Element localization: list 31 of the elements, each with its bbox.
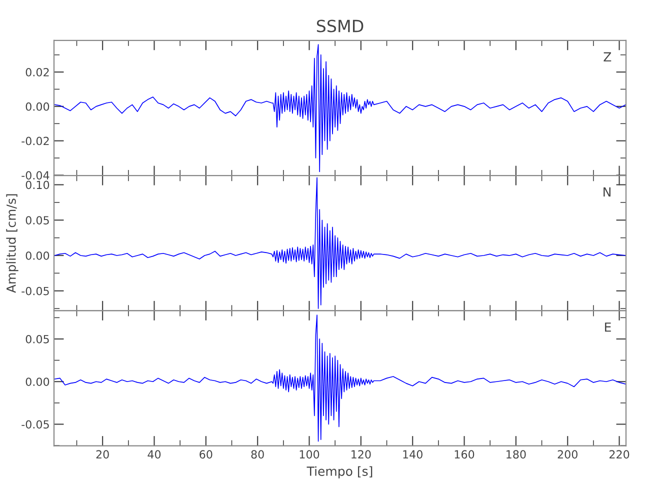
x-tick-label: 160 bbox=[454, 450, 474, 459]
annotation: Z bbox=[604, 52, 612, 62]
annotation: N bbox=[604, 187, 610, 197]
annotation: E bbox=[605, 322, 611, 332]
y-tick-label: 0.05 bbox=[26, 334, 49, 344]
chart-title: SSMD bbox=[316, 20, 364, 32]
x-tick-label: 60 bbox=[200, 450, 212, 459]
y-tick-label: -0.04 bbox=[22, 171, 50, 180]
line-series bbox=[54, 177, 626, 309]
x-axis-title: Tiempo [s] bbox=[306, 466, 372, 478]
y-tick-label: 0.05 bbox=[26, 216, 49, 224]
x-tick-label: 20 bbox=[96, 450, 109, 459]
x-tick-label: 220 bbox=[609, 450, 630, 459]
x-tick-label: 180 bbox=[506, 450, 526, 459]
y-tick-label: 0.00 bbox=[26, 102, 50, 111]
y-tick-label: -0.05 bbox=[22, 286, 49, 296]
x-tick-label: 40 bbox=[148, 450, 161, 459]
y-axis-title: Amplitud [cm/s] bbox=[6, 194, 18, 293]
line-series bbox=[54, 44, 626, 172]
y-tick-label: -0.02 bbox=[22, 136, 49, 146]
x-tick-label: 100 bbox=[300, 450, 320, 459]
y-tick-label: 0.00 bbox=[26, 378, 50, 386]
line-series bbox=[54, 314, 626, 442]
y-tick-label: 0.02 bbox=[26, 68, 49, 76]
x-tick-label: 120 bbox=[352, 450, 371, 459]
y-tick-label: 0.00 bbox=[26, 251, 50, 260]
y-tick-label: -0.05 bbox=[22, 420, 49, 429]
x-tick-label: 80 bbox=[251, 450, 264, 459]
x-tick-label: 140 bbox=[403, 450, 422, 459]
y-tick-label: 0.10 bbox=[26, 180, 50, 190]
x-tick-label: 200 bbox=[558, 450, 578, 459]
